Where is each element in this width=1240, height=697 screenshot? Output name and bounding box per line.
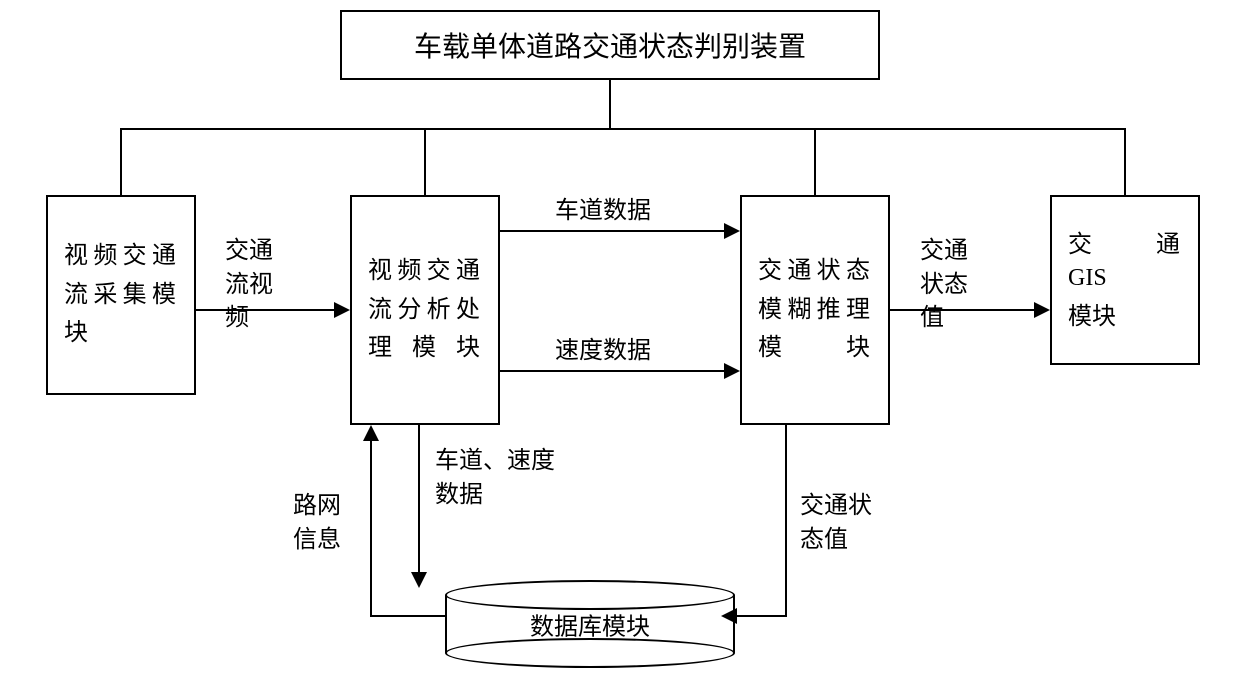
line-down-m1 bbox=[120, 128, 122, 195]
arrow-m3-db-h bbox=[735, 615, 787, 617]
module4-line3: 模块 bbox=[1068, 298, 1182, 336]
database-cylinder: 数据库模块 bbox=[445, 595, 735, 653]
line-down-m3 bbox=[814, 128, 816, 195]
module-video-collect: 视频交通流采集模块 bbox=[46, 195, 196, 395]
label-e5: 路网信息 bbox=[293, 490, 347, 557]
arrow-db-m2-head bbox=[363, 425, 379, 441]
module4-text: 交 通 GIS 模块 bbox=[1068, 224, 1182, 336]
label-e2: 车道数据 bbox=[555, 195, 651, 229]
arrow-speed-line bbox=[500, 370, 724, 372]
arrow-m2-db-head bbox=[411, 572, 427, 588]
arrow-m1-m2-head bbox=[334, 302, 350, 318]
module4-line2: GIS bbox=[1068, 259, 1182, 297]
module3-text: 交通状态模糊推理模块 bbox=[758, 252, 872, 367]
module-fuzzy-reasoning: 交通状态模糊推理模块 bbox=[740, 195, 890, 425]
arrow-m3-m4-head bbox=[1034, 302, 1050, 318]
line-down-m4 bbox=[1124, 128, 1126, 195]
title-node: 车载单体道路交通状态判别装置 bbox=[340, 10, 880, 80]
title-text: 车载单体道路交通状态判别装置 bbox=[414, 25, 806, 65]
label-e4: 交通状态值 bbox=[920, 235, 974, 336]
module-video-analysis: 视频交通流分析处理模块 bbox=[350, 195, 500, 425]
arrow-m2-db-v bbox=[418, 425, 420, 575]
label-e3: 速度数据 bbox=[555, 335, 651, 369]
arrow-speed-head bbox=[724, 363, 740, 379]
arrow-m3-db-v bbox=[785, 425, 787, 617]
module2-text: 视频交通流分析处理模块 bbox=[368, 252, 482, 367]
cylinder-top bbox=[445, 580, 735, 610]
line-title-down bbox=[609, 80, 611, 130]
label-e7: 交通状态值 bbox=[800, 490, 880, 557]
arrow-db-m2-v bbox=[370, 441, 372, 617]
cylinder-bottom bbox=[445, 638, 735, 668]
label-e1: 交通流视频 bbox=[225, 235, 279, 336]
label-e6: 车道、速度数据 bbox=[435, 445, 565, 512]
line-down-m2 bbox=[424, 128, 426, 195]
arrow-lane-line bbox=[500, 230, 724, 232]
line-horizontal-bus bbox=[120, 128, 1125, 130]
module4-line1: 交 通 bbox=[1068, 224, 1182, 259]
module1-text: 视频交通流采集模块 bbox=[64, 237, 178, 352]
database-text: 数据库模块 bbox=[445, 607, 735, 642]
arrow-db-m2-h bbox=[370, 615, 445, 617]
arrow-lane-head bbox=[724, 223, 740, 239]
module-gis: 交 通 GIS 模块 bbox=[1050, 195, 1200, 365]
